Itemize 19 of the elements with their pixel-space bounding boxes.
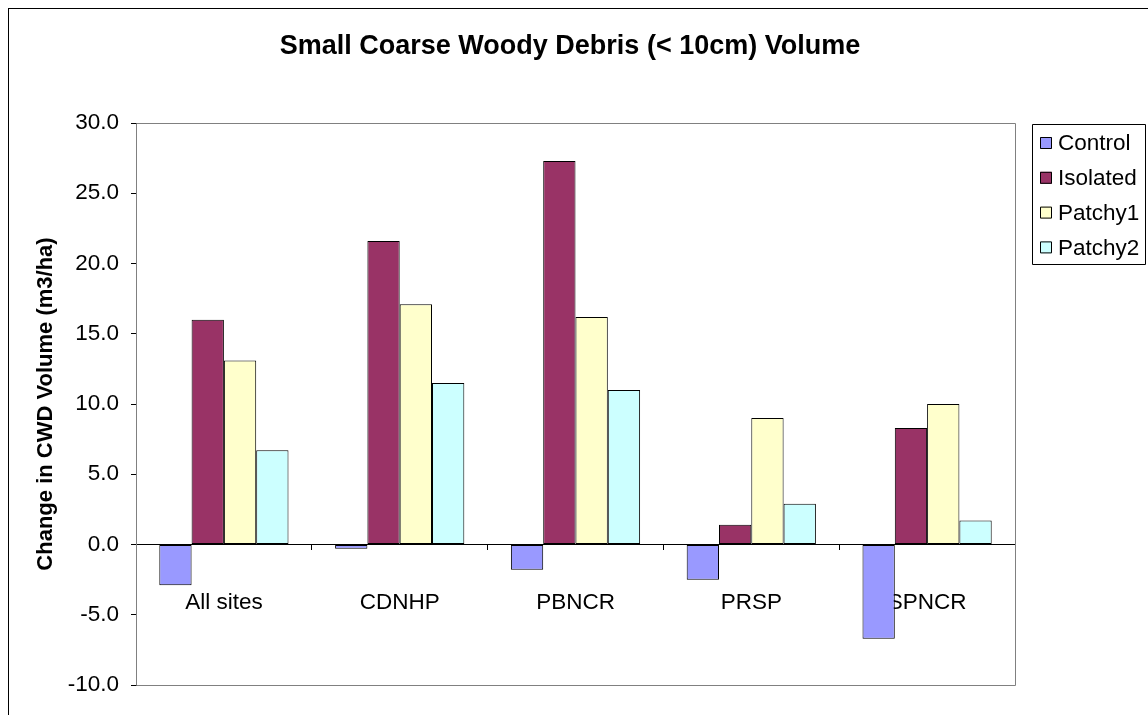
legend-label: Isolated bbox=[1058, 165, 1137, 190]
legend-label: Patchy1 bbox=[1058, 199, 1140, 225]
y-tick-label: -10.0 bbox=[67, 671, 119, 697]
y-tick-label: 10.0 bbox=[75, 390, 119, 416]
chart-title: Small Coarse Woody Debris (< 10cm) Volume bbox=[279, 30, 861, 61]
x-tick-label: PBNCR bbox=[536, 589, 615, 615]
y-axis-title: Change in CWD Volume (m3/ha) bbox=[32, 237, 58, 571]
y-tick-label: 30.0 bbox=[75, 109, 119, 135]
x-tick-label: All sites bbox=[185, 589, 263, 615]
x-tick-label: CDNHP bbox=[359, 589, 440, 615]
legend-label: Control bbox=[1058, 130, 1131, 156]
x-tick-label: PRSP bbox=[720, 589, 782, 615]
y-tick-label: 20.0 bbox=[75, 249, 119, 275]
y-tick-label: 0.0 bbox=[87, 530, 119, 556]
y-tick-label: 25.0 bbox=[75, 179, 119, 205]
y-tick-label: 15.0 bbox=[75, 319, 119, 345]
y-tick-label: 5.0 bbox=[87, 460, 119, 486]
legend-label: Patchy2 bbox=[1058, 234, 1140, 260]
y-tick-label: -5.0 bbox=[80, 600, 119, 626]
